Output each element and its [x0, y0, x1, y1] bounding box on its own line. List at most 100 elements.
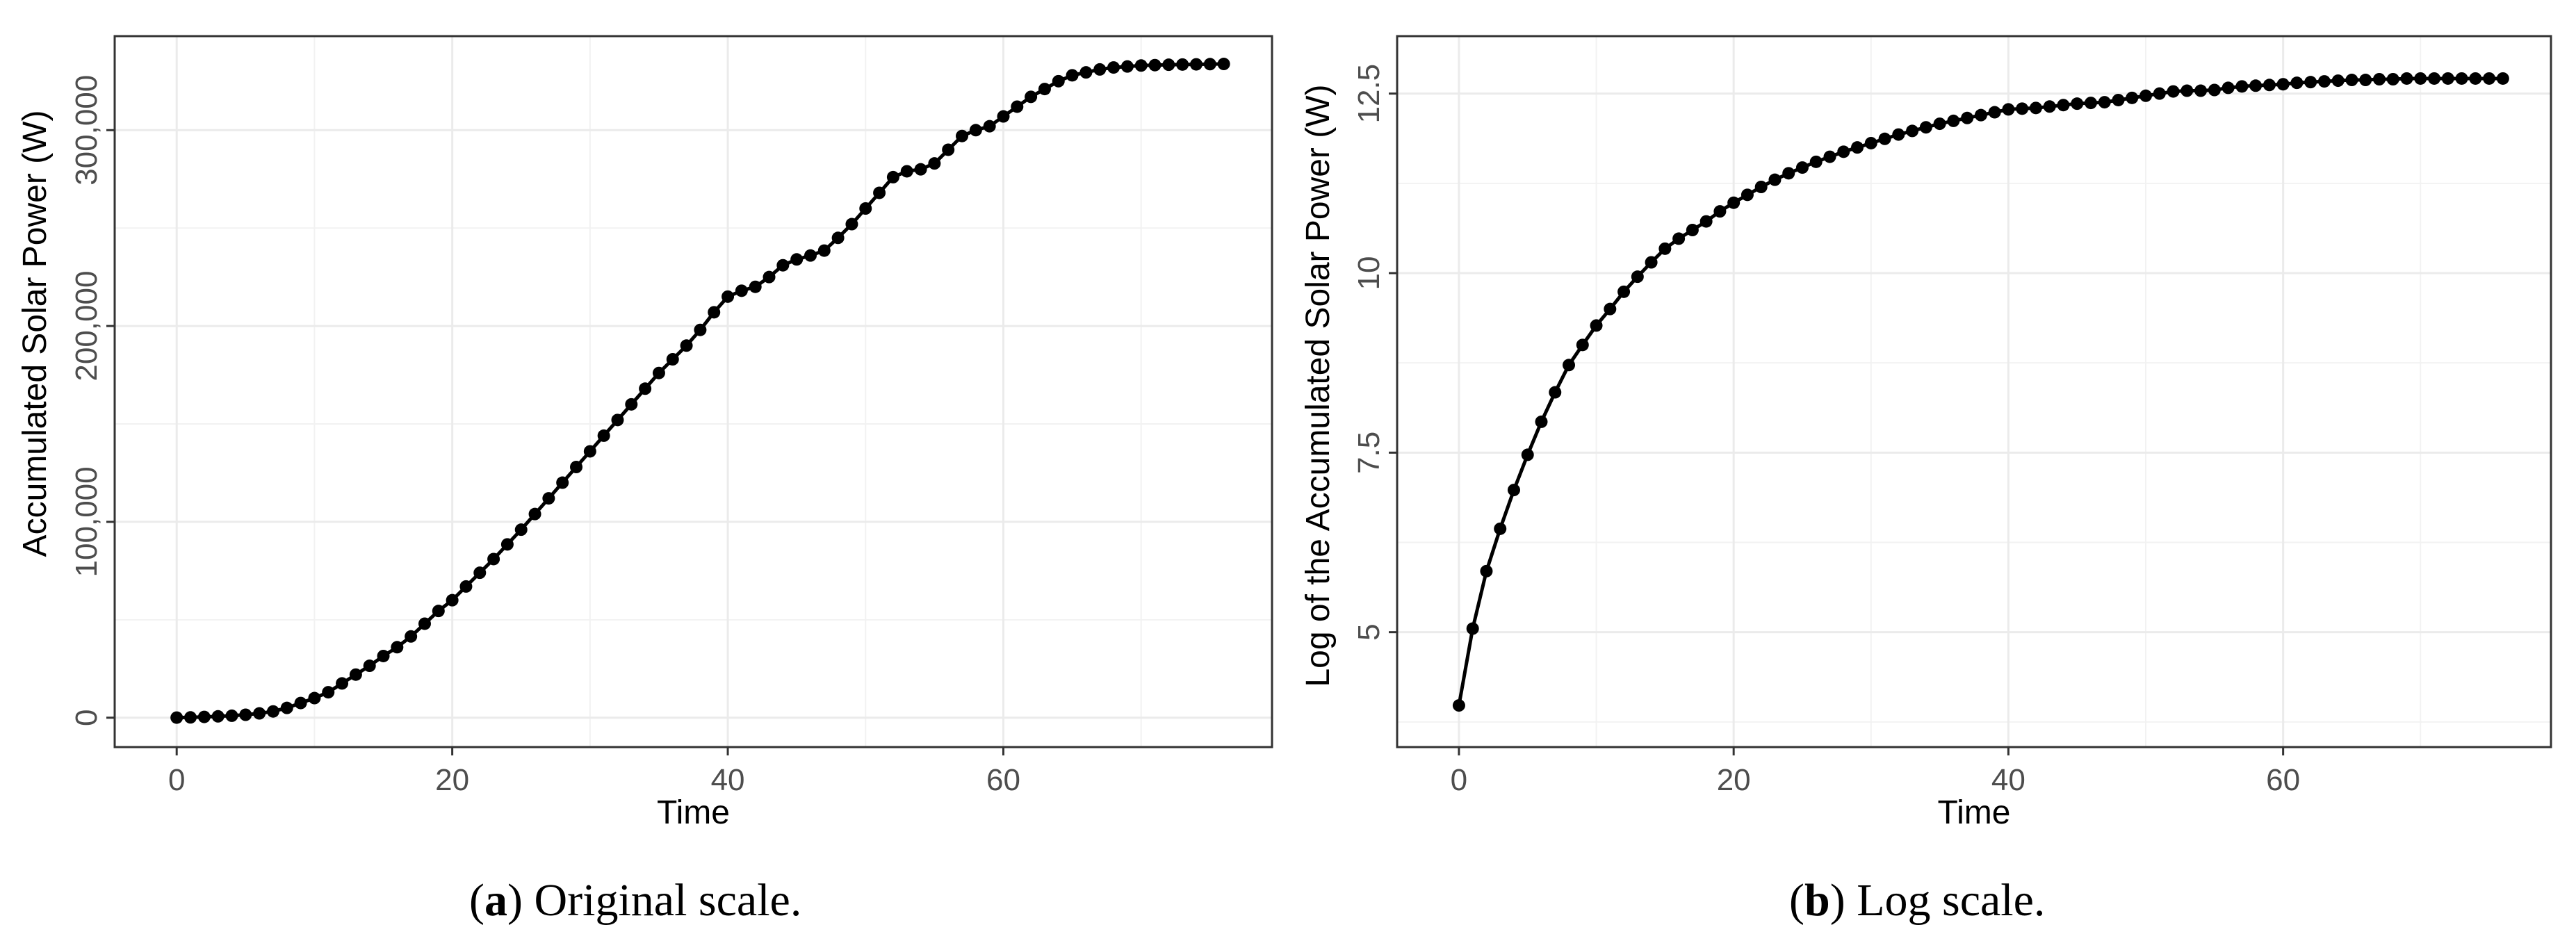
panel-b-data-point [2263, 79, 2276, 92]
panel-b-data-point [2290, 76, 2304, 90]
panel-b-data-point [1878, 132, 1891, 145]
panel-a-data-point [969, 124, 982, 137]
panel-a-data-point [405, 630, 418, 643]
panel-b-data-point [2235, 80, 2249, 93]
panel-b-data-point [1892, 128, 1905, 141]
panel-b-data-point [2276, 78, 2290, 91]
caption-b: (b) Log scale. [1789, 875, 2046, 926]
panel-a-x-tick-label: 0 [168, 763, 185, 797]
panel-a-data-point [308, 691, 321, 705]
panel-a-data-point [446, 593, 459, 607]
panel-b-x-tick-label: 20 [1717, 763, 1751, 797]
panel-b-data-point [1713, 205, 1727, 218]
panel-b-data-point [2208, 83, 2221, 97]
panel-b-data-point [2084, 97, 2097, 110]
panel-a-x-tick-label: 60 [986, 763, 1020, 797]
panel-a-data-point [1038, 83, 1051, 96]
panel-a-data-point [928, 157, 941, 170]
panel-b-data-point [2331, 74, 2345, 88]
panel-b-data-point [2139, 89, 2153, 102]
panel-a-data-point [556, 476, 569, 489]
panel-a-data-point [349, 668, 362, 681]
panel-b-data-point [2153, 87, 2166, 100]
panel-a-data-point [1189, 58, 1203, 71]
panel-b-data-point [1823, 150, 1836, 163]
panel-b-data-point [2372, 73, 2386, 85]
panel-a-data-point [708, 306, 721, 319]
panel-a-y-axis-title: Accumulated Solar Power (W) [17, 110, 54, 557]
panel-a-data-point [1148, 58, 1161, 72]
panel-b-data-point [1576, 338, 1589, 352]
panel-b-data-point [1933, 117, 1946, 131]
panel-b-data-point [1837, 145, 1850, 158]
caption-b-label: b [1804, 875, 1830, 926]
panel-a-x-axis-title: Time [657, 794, 730, 831]
panel-b-data-point [1686, 224, 1699, 236]
panel-b-data-point [1947, 114, 1960, 127]
panel-b-data-point [1507, 484, 1520, 497]
panel-a-data-point [1134, 59, 1148, 72]
panel-b-data-point [2180, 84, 2194, 97]
panel-a-x-tick-label: 20 [435, 763, 469, 797]
caption-a: (a) Original scale. [469, 875, 802, 926]
panel-a-data-point [776, 259, 790, 272]
panel-b-data-point [1727, 196, 1741, 209]
panel-b-data-point [1521, 448, 1534, 461]
panel-a-data-point [1052, 74, 1065, 88]
panel-b-data-point [2428, 72, 2441, 85]
panel-a-data-point [170, 711, 184, 724]
caption-a-label: a [484, 875, 507, 926]
panel-b-data-point [1672, 232, 1686, 245]
panel-a-x-tick-label: 40 [711, 763, 745, 797]
panel-b-data-point [1919, 121, 1932, 134]
panel-b-data-point [2483, 72, 2496, 85]
panel-b-data-point [2222, 81, 2235, 95]
panel-a-data-point [666, 353, 679, 366]
panel-b-data-point [2400, 72, 2413, 85]
panel-b-x-tick-label: 60 [2266, 763, 2300, 797]
panel-b-data-point [1795, 161, 1809, 174]
panel-a-panel-border [113, 35, 1273, 748]
panel-b-data-point [1604, 302, 1617, 316]
panel-a-data-point [886, 170, 899, 183]
panel-a-data-point [900, 165, 913, 178]
panel-a-data-point [1093, 63, 1107, 76]
panel-b-data-point [1699, 215, 1713, 228]
panel-b-x-axis-title: Time [1938, 794, 2011, 831]
panel-b-data-point [1549, 386, 1562, 399]
panel-a-data-point [611, 413, 624, 427]
panel-b-data-point [2455, 72, 2468, 85]
panel-b-data-point [2057, 99, 2070, 112]
panel-a-data-point [817, 244, 831, 257]
panel-b-data-point [1452, 699, 1465, 712]
panel-b-chart: 0 20 40 60 5 7.5 10 12.5 Time Log of the Accumula… [1300, 35, 2552, 831]
panel-a-data-point [1011, 100, 1024, 113]
caption-a-text: Original scale. [534, 875, 802, 926]
panel-a-data-point [514, 523, 528, 537]
panel-b-y-tick-label: 12.5 [1352, 64, 1386, 124]
panel-b-data-point [2469, 72, 2482, 85]
panel-b-data-point [1768, 173, 1782, 186]
panel-b-data-point [1809, 155, 1823, 168]
panel-a-data-point [1079, 66, 1093, 79]
panel-b-data-point [1563, 359, 1576, 372]
panel-a-data-point [680, 339, 693, 352]
panel-a-data-point [528, 507, 541, 521]
panel-b-y-tick-label: 7.5 [1352, 432, 1386, 474]
panel-b-data-point [1645, 256, 1658, 269]
panel-a-data-point [294, 696, 307, 710]
panel-b-data-point [1617, 285, 1631, 298]
panel-b-data-point [2317, 75, 2331, 88]
panel-a-data-point [804, 249, 817, 262]
panel-b-panel-border [1396, 35, 2552, 748]
panel-a-data-point [500, 538, 514, 551]
panel-b-data-point [2126, 91, 2139, 104]
panel-a-data-point [570, 461, 583, 473]
panel-a-data-point [1025, 90, 1038, 104]
panel-a-data-point [652, 366, 665, 379]
panel-b-data-point [2167, 85, 2180, 98]
panel-a-data-point [1120, 60, 1134, 73]
panel-b-data-point [2016, 102, 2029, 115]
panel-a-data-point [831, 231, 845, 245]
panel-a-data-point [225, 709, 238, 722]
